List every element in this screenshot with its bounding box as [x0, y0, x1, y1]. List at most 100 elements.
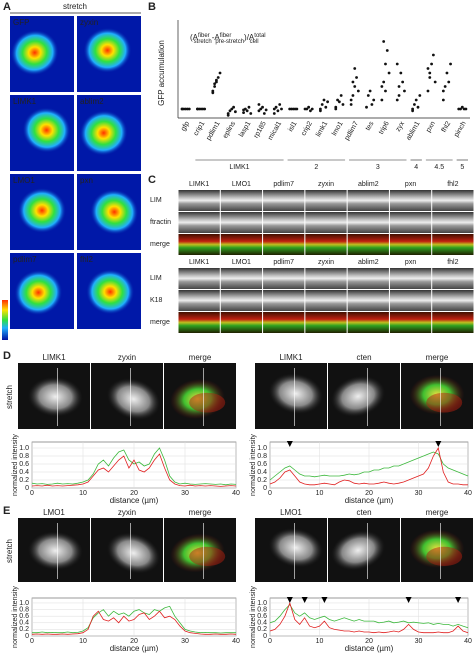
y-tick-label: 0.4: [257, 469, 267, 476]
dot: [441, 89, 445, 93]
column-header: zyxin: [318, 259, 334, 266]
cell: [28, 531, 83, 570]
dot: [249, 112, 253, 115]
x-tick-label: lmo1: [331, 120, 345, 137]
micrograph: [164, 518, 236, 582]
column-header: pxn: [405, 181, 416, 188]
profile-line: [31, 447, 237, 486]
panel-title: stretch: [63, 2, 87, 11]
dot: [341, 103, 345, 106]
formula-part: stretch: [194, 39, 212, 45]
arrowhead: [286, 597, 293, 603]
formula-part: (A: [190, 33, 199, 42]
dot: [384, 89, 387, 93]
dot: [242, 111, 245, 114]
image-strip: [178, 312, 220, 333]
cell: [331, 375, 385, 417]
formula-part: total: [254, 33, 265, 39]
dot: [372, 98, 376, 102]
dot: [257, 103, 261, 106]
image-strip: [389, 212, 432, 233]
x-tick-label: 20: [365, 638, 373, 645]
dot: [428, 71, 432, 75]
y-axis-label: normalized intensity: [12, 434, 19, 496]
column-header: pdlim7: [273, 181, 294, 188]
micrograph: [10, 95, 74, 171]
image-strip: [220, 212, 263, 233]
x-tick-label: rp185: [253, 120, 268, 139]
image-strip: [347, 268, 389, 289]
dot: [259, 107, 263, 111]
column-header: ablim2: [358, 259, 379, 266]
image-strip: [220, 268, 263, 289]
colorbar: [2, 300, 8, 340]
dot: [399, 71, 403, 75]
row-label: ftractin: [150, 219, 171, 226]
arrowhead: [301, 597, 308, 603]
column-header: pdlim7: [273, 259, 294, 266]
image-label: fhl2: [80, 255, 93, 264]
x-tick-label: 40: [464, 638, 472, 645]
dot: [351, 94, 355, 97]
x-axis-label: distance (µm): [345, 644, 394, 653]
dot: [310, 107, 314, 111]
dot: [211, 91, 215, 95]
arrowhead: [435, 441, 442, 447]
x-tick-label: 40: [464, 490, 472, 497]
image-strip: [220, 190, 263, 211]
column-header: fhl2: [447, 259, 458, 266]
image-strip: [220, 290, 263, 311]
x-tick-label: 30: [415, 490, 423, 497]
dot: [196, 107, 199, 111]
dot: [242, 108, 245, 112]
x-tick-label: limk1: [315, 120, 329, 138]
dot: [366, 94, 370, 97]
cell-red: [426, 546, 463, 567]
group-label: 3: [376, 164, 380, 171]
dot: [441, 98, 445, 102]
image-label: LMO1: [13, 176, 35, 185]
dot: [447, 80, 451, 84]
dot: [322, 98, 326, 102]
profile-line: [269, 603, 469, 629]
column-header: LMO1: [232, 181, 251, 188]
y-axis-label: normalized intensity: [250, 586, 257, 648]
cell: [85, 269, 135, 315]
cell: [106, 378, 161, 420]
dot: [247, 105, 251, 109]
x-axis-label: distance (µm): [110, 496, 159, 505]
cell: [22, 107, 71, 153]
dot: [272, 107, 276, 111]
dot: [382, 80, 386, 84]
dot: [180, 107, 184, 111]
column-header: LIMK1: [279, 353, 303, 362]
x-tick-label: 20: [130, 638, 138, 645]
dot: [326, 100, 329, 104]
dot: [351, 80, 355, 84]
column-header: LIMK1: [189, 259, 209, 266]
image-strip: [347, 290, 389, 311]
dot: [215, 78, 218, 82]
dot: [459, 107, 462, 111]
y-tick-label: 1.0: [257, 600, 267, 607]
micrograph: [77, 95, 141, 171]
column-header: zyxin: [318, 181, 334, 188]
y-tick-label: 0: [25, 485, 29, 492]
dot: [356, 89, 360, 93]
micrograph: [255, 363, 327, 429]
image-strip: [389, 190, 432, 211]
group-label: 2: [314, 164, 318, 171]
panel-letter: C: [148, 174, 156, 186]
dot: [218, 71, 222, 75]
column-header: LIMK1: [42, 353, 66, 362]
y-tick-label: 0.4: [19, 620, 29, 627]
cell: [14, 269, 63, 316]
dot: [349, 103, 353, 106]
column-header: merge: [426, 353, 449, 362]
dot: [368, 89, 372, 93]
x-tick-label: pinch: [453, 120, 467, 138]
x-tick-label: eplins: [222, 120, 237, 140]
y-tick-label: 0.4: [257, 620, 267, 627]
image-strip: [432, 268, 474, 289]
dot: [228, 109, 232, 113]
